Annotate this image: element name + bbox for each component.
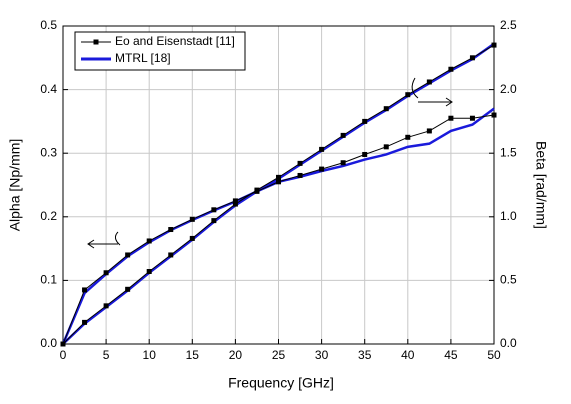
data-marker	[426, 79, 432, 85]
data-marker	[319, 166, 325, 172]
data-marker	[82, 287, 88, 293]
x-tick-label: 25	[272, 348, 286, 362]
axis-arrow	[411, 77, 453, 107]
y-tick-label: 0.0	[40, 336, 57, 350]
data-marker	[60, 341, 66, 347]
data-marker	[340, 160, 346, 166]
y2-tick-label: 2.0	[500, 82, 517, 96]
x-tick-label: 45	[444, 348, 458, 362]
data-marker	[426, 128, 432, 134]
data-marker	[448, 115, 454, 121]
data-marker	[405, 92, 411, 98]
x-tick-label: 20	[229, 348, 243, 362]
x-tick-label: 30	[315, 348, 329, 362]
data-marker	[103, 303, 109, 309]
data-marker	[232, 198, 238, 204]
data-marker	[232, 201, 238, 207]
y-tick-label: 0.2	[40, 209, 57, 223]
data-marker	[254, 187, 260, 193]
data-marker	[211, 218, 217, 224]
data-marker	[168, 252, 174, 258]
y2-tick-label: 0.0	[500, 336, 517, 350]
data-marker	[189, 216, 195, 222]
data-marker	[125, 286, 131, 292]
data-marker	[469, 55, 475, 61]
data-marker	[383, 106, 389, 112]
y-tick-label: 0.5	[40, 18, 57, 32]
y2-axis-title: Beta [rad/mm]	[533, 141, 549, 229]
x-tick-label: 50	[487, 348, 501, 362]
data-marker	[448, 66, 454, 72]
x-tick-label: 10	[143, 348, 157, 362]
y2-tick-label: 1.5	[500, 145, 517, 159]
y-axis-title: Alpha [Np/mm]	[7, 139, 23, 232]
x-tick-label: 35	[358, 348, 372, 362]
data-marker	[491, 112, 497, 118]
data-marker	[362, 118, 368, 124]
data-marker	[491, 42, 497, 48]
data-marker	[469, 115, 475, 121]
y-tick-label: 0.1	[40, 273, 57, 287]
data-marker	[297, 160, 303, 166]
data-marker	[276, 179, 281, 185]
data-marker	[276, 174, 281, 180]
data-marker	[211, 207, 217, 213]
legend-box	[74, 31, 246, 71]
y2-tick-label: 1.0	[500, 209, 517, 223]
data-marker	[362, 151, 368, 157]
data-marker	[189, 235, 195, 241]
axis-arrow	[87, 231, 121, 249]
plot-frame	[62, 25, 495, 345]
y-tick-label: 0.4	[40, 82, 57, 96]
data-marker	[319, 146, 325, 152]
data-marker	[297, 172, 303, 178]
data-marker	[103, 270, 109, 276]
x-tick-label: 15	[186, 348, 200, 362]
data-marker	[383, 144, 389, 150]
y-tick-label: 0.3	[40, 145, 57, 159]
x-axis-title: Frequency [GHz]	[228, 375, 334, 391]
legend-label: Eo and Eisenstadt [11]	[115, 34, 235, 48]
legend-label: MTRL [18]	[115, 51, 171, 65]
x-tick-label: 40	[401, 348, 415, 362]
data-marker	[405, 134, 411, 140]
y2-tick-label: 2.5	[500, 18, 517, 32]
data-marker	[168, 227, 174, 233]
legend-marker	[93, 39, 99, 45]
data-marker	[146, 238, 152, 244]
data-marker	[125, 252, 131, 258]
y2-tick-label: 0.5	[500, 273, 517, 287]
data-marker	[340, 132, 346, 138]
x-tick-label: 0	[60, 348, 67, 362]
data-marker	[146, 268, 152, 274]
data-marker	[82, 319, 88, 325]
x-tick-label: 5	[103, 348, 110, 362]
